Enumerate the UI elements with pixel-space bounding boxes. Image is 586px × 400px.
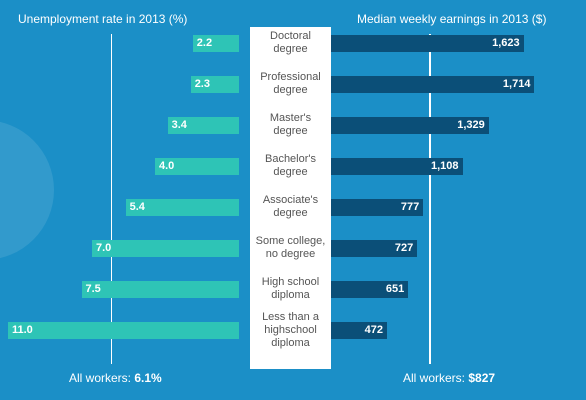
earnings-bar-bachelor-s-degree: 1,108 <box>331 157 463 175</box>
earnings-value-label: 1,623 <box>492 36 520 49</box>
background-decoration-circle <box>0 120 54 260</box>
unemployment-value-label: 11.0 <box>12 323 33 336</box>
earnings-value-label: 1,714 <box>502 77 531 90</box>
earnings-bar-doctoral-degree: 1,623 <box>331 34 524 52</box>
earnings-average-line <box>429 34 431 364</box>
unemployment-bar-professional-degree: 2.3 <box>190 75 239 93</box>
all-workers-label: All workers: <box>69 371 135 385</box>
unemployment-value-label: 4.0 <box>159 159 175 172</box>
unemployment-all-workers-note: All workers: 6.1% <box>69 371 162 385</box>
category-label-some-college-no-degree: Some college, no degree <box>255 235 326 260</box>
unemployment-value-label: 7.0 <box>96 241 112 254</box>
unemployment-bar-bachelor-s-degree: 4.0 <box>155 157 239 175</box>
category-label-high-school-diploma: High school diploma <box>261 276 320 301</box>
earnings-value-label: 651 <box>385 282 405 295</box>
category-label-doctoral-degree: Doctoral degree <box>270 30 311 55</box>
category-label-master-s-degree: Master's degree <box>269 112 312 137</box>
unemployment-value-label: 5.4 <box>129 200 145 213</box>
earnings-bar-some-college-no-degree: 727 <box>331 239 418 257</box>
earnings-bar-associate-s-degree: 777 <box>331 198 424 216</box>
earnings-bar-master-s-degree: 1,329 <box>331 116 489 134</box>
unemployment-value-label: 2.3 <box>194 77 210 90</box>
unemployment-axis-title: Unemployment rate in 2013 (%) <box>18 12 188 26</box>
earnings-axis-title: Median weekly earnings in 2013 ($) <box>357 12 547 26</box>
all-workers-earnings-value: $827 <box>468 371 496 385</box>
earnings-value-label: 1,108 <box>430 159 459 172</box>
category-label-less-than-a-highschool-diploma: Less than a highschool diploma <box>262 310 319 349</box>
unemployment-value-label: 7.5 <box>85 282 101 295</box>
earnings-value-label: 727 <box>394 241 414 254</box>
unemployment-average-line <box>110 34 113 364</box>
earnings-value-label: 472 <box>364 323 384 336</box>
category-label-professional-degree: Professional degree <box>260 71 321 96</box>
earnings-value-label: 1,329 <box>457 118 485 131</box>
all-workers-label: All workers: <box>403 371 469 385</box>
unemployment-value-label: 3.4 <box>171 118 187 131</box>
unemployment-bar-high-school-diploma: 7.5 <box>81 280 239 298</box>
unemployment-bar-master-s-degree: 3.4 <box>167 116 239 134</box>
earnings-bar-high-school-diploma: 651 <box>331 280 409 298</box>
earnings-bar-professional-degree: 1,714 <box>331 75 535 93</box>
unemployment-value-label: 2.2 <box>196 36 213 49</box>
earnings-bar-less-than-a-highschool-diploma: 472 <box>331 321 388 339</box>
category-label-bachelor-s-degree: Bachelor's degree <box>264 153 316 178</box>
category-label-column <box>250 27 331 369</box>
category-label-associate-s-degree: Associate's degree <box>262 194 319 219</box>
unemployment-bar-doctoral-degree: 2.2 <box>192 34 239 52</box>
unemployment-bar-some-college-no-degree: 7.0 <box>92 239 239 257</box>
unemployment-bar-associate-s-degree: 5.4 <box>125 198 239 216</box>
all-workers-unemployment-value: 6.1% <box>134 371 162 385</box>
earnings-value-label: 777 <box>400 200 420 213</box>
earnings-all-workers-note: All workers: $827 <box>403 371 495 385</box>
unemployment-bar-less-than-a-highschool-diploma: 11.0 <box>8 321 239 339</box>
